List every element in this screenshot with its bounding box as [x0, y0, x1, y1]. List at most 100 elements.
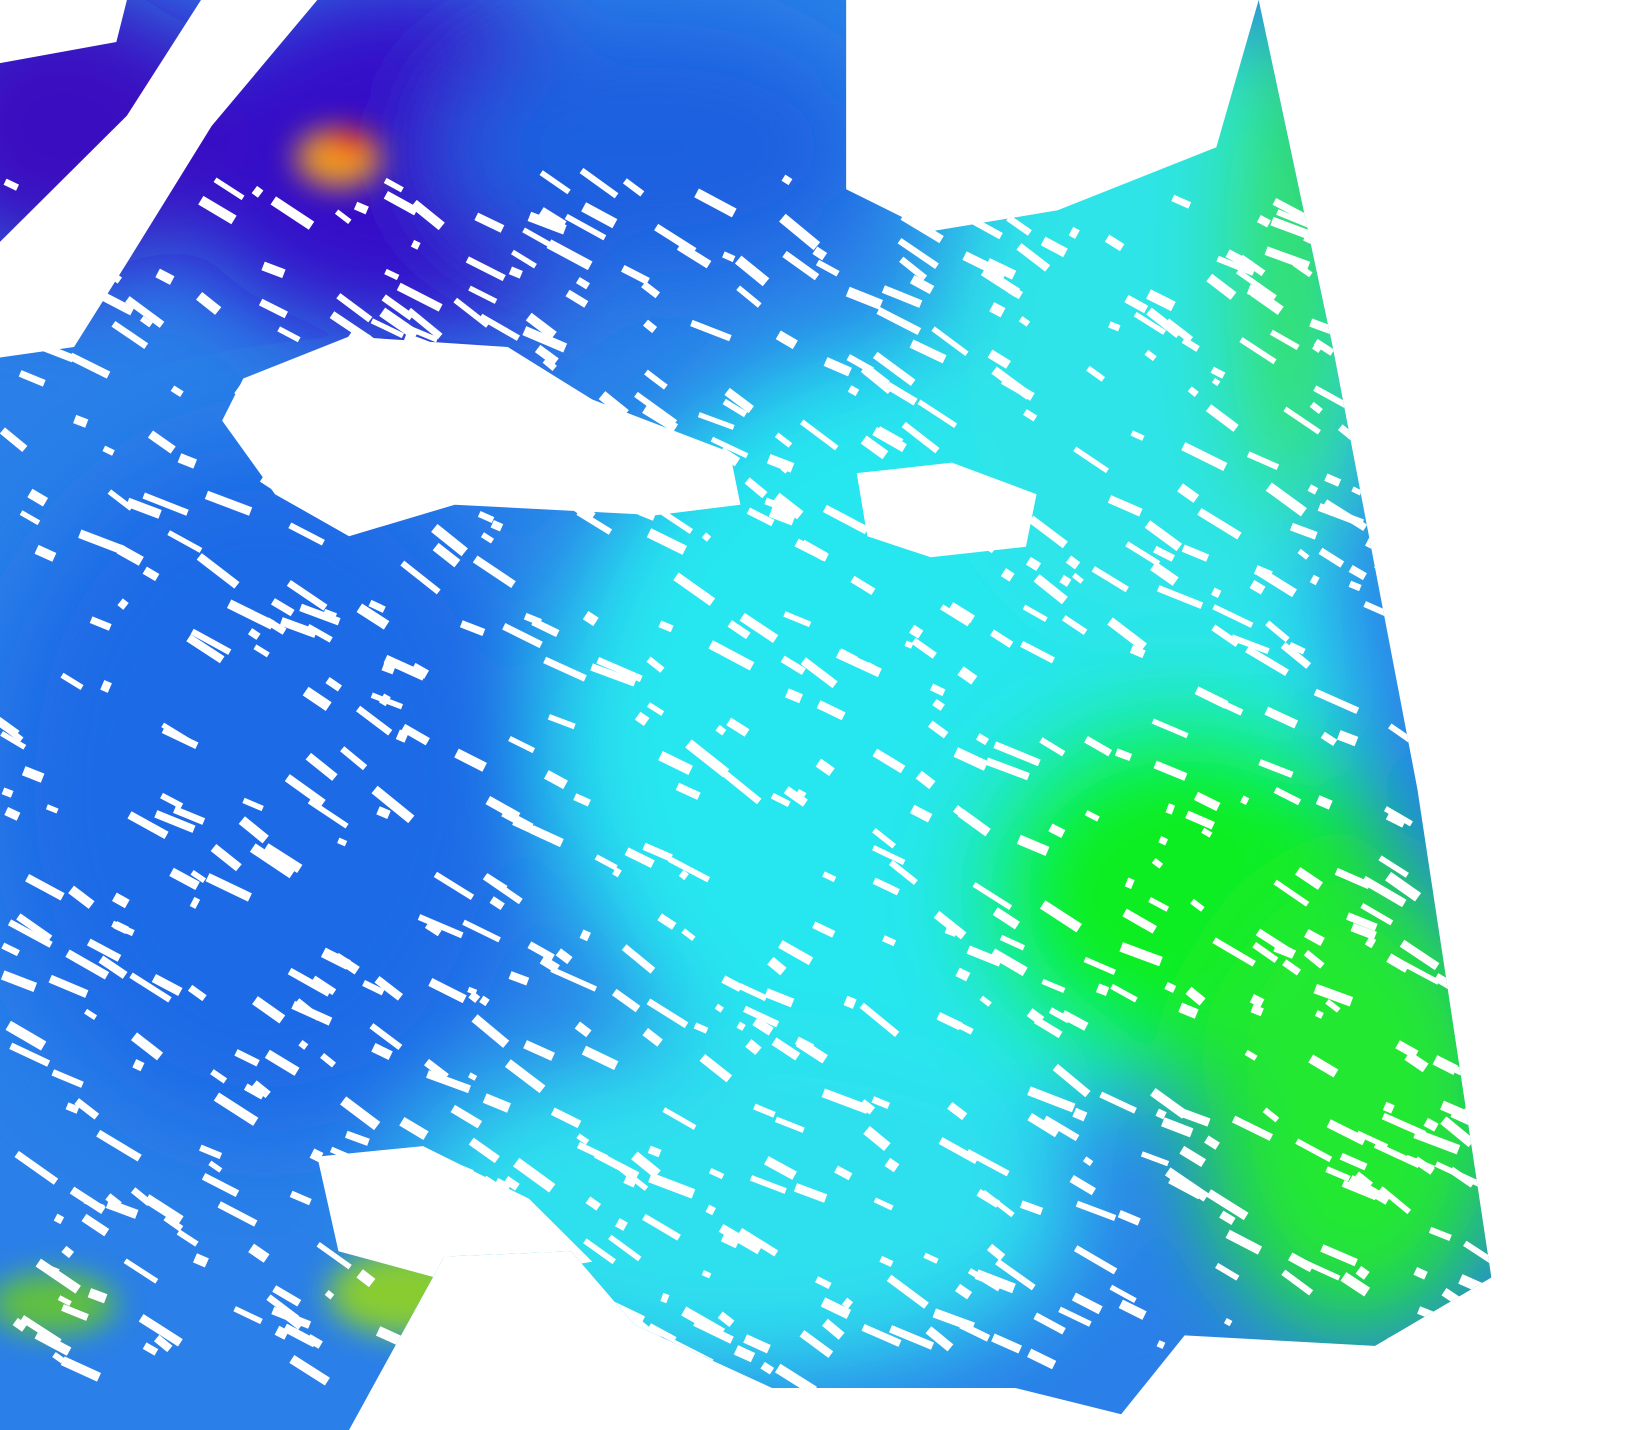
cloud-fleck — [782, 250, 820, 281]
cloud-fleck — [710, 436, 749, 459]
cloud-fleck — [453, 383, 467, 396]
cloud-fleck — [871, 1096, 891, 1109]
cloud-fleck — [1238, 254, 1266, 277]
cloud-fleck — [472, 467, 509, 499]
cloud-fleck — [689, 473, 710, 493]
cloud-fleck — [1382, 1101, 1395, 1114]
cloud-fleck — [324, 1290, 335, 1300]
cloud-fleck — [1006, 215, 1032, 236]
cloud — [0, 0, 127, 64]
cloud-fleck — [1051, 189, 1070, 203]
cloud-fleck — [266, 434, 296, 453]
cloud-fleck — [21, 766, 45, 783]
cloud-fleck — [259, 476, 283, 495]
cloud-fleck — [25, 874, 65, 901]
cloud-fleck — [1130, 430, 1145, 441]
cloud-fleck — [1355, 1265, 1370, 1280]
cloud-fleck — [1346, 912, 1378, 932]
cloud-fleck — [1350, 923, 1377, 941]
cloud-fleck — [91, 171, 128, 192]
cloud-fleck — [722, 398, 748, 418]
cloud-fleck — [1340, 1272, 1371, 1297]
cloud-fleck — [917, 399, 958, 428]
cloud-fleck — [734, 255, 770, 287]
cloud-fleck — [1205, 404, 1239, 432]
blue-region — [444, 21, 868, 274]
cloud-fleck — [1303, 949, 1325, 969]
cloud-fleck — [860, 435, 889, 460]
cloud-fleck — [608, 1234, 642, 1262]
cloud-fleck — [944, 927, 958, 937]
cloud-fleck — [760, 1361, 775, 1375]
cloud-fleck — [1168, 1177, 1202, 1200]
cloud-fleck — [1288, 641, 1306, 655]
cloud-fleck — [953, 511, 972, 526]
cloud-fleck — [1230, 634, 1270, 655]
cloud-fleck — [287, 967, 332, 997]
cloud-fleck — [835, 649, 882, 678]
cloud-fleck — [673, 572, 716, 606]
cloud-fleck — [161, 722, 191, 744]
cloud-fleck — [437, 1243, 456, 1260]
cloud-fleck — [980, 493, 997, 505]
cloud-fleck — [1256, 215, 1271, 228]
cloud-fleck — [947, 1101, 968, 1121]
cloud-fleck — [1304, 928, 1325, 946]
cloud-fleck — [27, 488, 49, 507]
cloud-fleck — [648, 1172, 696, 1199]
cloud-fleck — [305, 752, 338, 781]
cloud-fleck — [955, 1283, 973, 1300]
cloud-fleck — [779, 213, 821, 251]
cloud-fleck — [719, 768, 762, 805]
cloud-fleck — [112, 892, 130, 909]
cloud-fleck — [1146, 289, 1176, 312]
cloud-fleck — [876, 426, 904, 446]
cloud-fleck — [474, 212, 505, 233]
cloud-fleck — [1059, 574, 1072, 587]
cloud-fleck — [1068, 226, 1080, 239]
cloud-fleck — [885, 381, 918, 406]
cloud-fleck — [1091, 566, 1129, 593]
cloud-fleck — [125, 296, 165, 328]
cloud-fleck — [925, 1326, 954, 1352]
cloud-fleck — [381, 294, 414, 321]
cloud-fleck — [753, 1103, 776, 1118]
cloud-fleck — [1, 281, 48, 315]
cloud-fleck — [799, 419, 839, 451]
cloud-fleck — [1, 942, 20, 957]
cloud-fleck — [736, 1021, 746, 1031]
cloud-fleck — [279, 617, 318, 638]
cloud-fleck — [1265, 620, 1290, 643]
cloud-fleck — [1028, 515, 1068, 549]
cloud-fleck — [167, 530, 203, 553]
cloud-fleck — [1212, 604, 1254, 628]
cloud-fleck — [4, 807, 21, 821]
cloud-fleck — [642, 1213, 681, 1241]
cloud-fleck — [153, 1334, 173, 1353]
cloud-fleck — [1215, 698, 1244, 716]
cloud-fleck — [727, 620, 751, 640]
cloud-fleck — [102, 445, 115, 456]
cloud-fleck — [98, 955, 128, 979]
cloud-fleck — [336, 293, 373, 323]
clouds — [0, 0, 1259, 1283]
cloud-fleck — [585, 1196, 602, 1211]
cloud-fleck — [800, 657, 838, 689]
cloud-fleck — [1281, 1269, 1314, 1296]
cloud-fleck — [169, 867, 200, 891]
cloud-fleck — [993, 741, 1041, 767]
cloud-fleck — [876, 307, 922, 336]
cloud-fleck — [9, 1042, 51, 1067]
cloud-fleck — [1360, 902, 1394, 926]
cloud-fleck — [1239, 337, 1277, 365]
cloud-fleck — [1114, 748, 1133, 762]
cloud-fleck — [14, 1150, 59, 1185]
cloud-fleck — [233, 1306, 263, 1325]
cloud-fleck — [288, 522, 325, 546]
cloud-fleck — [142, 566, 160, 582]
cloud-fleck — [665, 483, 675, 494]
cloud-fleck — [463, 346, 479, 361]
cloud-fleck — [0, 722, 24, 743]
cloud-fleck — [78, 529, 126, 555]
cloud-fleck — [100, 680, 112, 693]
